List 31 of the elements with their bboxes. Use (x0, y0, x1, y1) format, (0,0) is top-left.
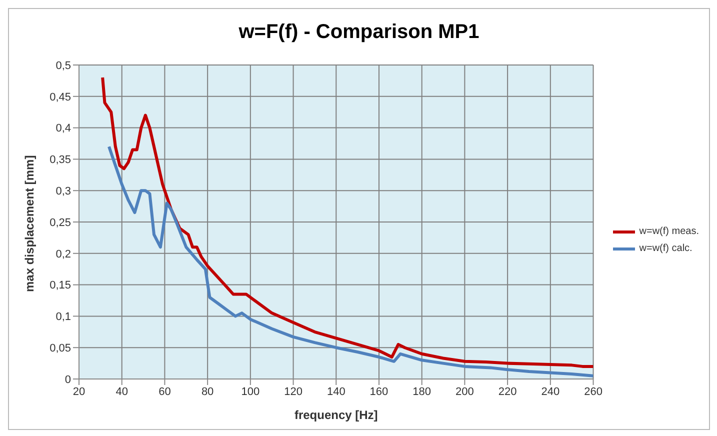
legend-label: w=w(f) meas. (639, 226, 699, 237)
x-tick-label: 100 (241, 386, 260, 398)
y-tick-label: 0,15 (50, 280, 71, 292)
y-tick-label: 0 (64, 374, 71, 386)
x-tick-label: 220 (498, 386, 517, 398)
y-tick-label: 0,1 (56, 311, 71, 324)
y-axis-title: max displacement [mm] (22, 155, 36, 292)
x-tick-label: 80 (201, 386, 214, 398)
legend-label: w=w(f) calc. (639, 243, 692, 254)
chart-title: w=F(f) - Comparison MP1 (238, 20, 480, 45)
y-tick-label: 0,3 (56, 186, 71, 198)
y-tick-label: 0,4 (56, 122, 71, 135)
x-tick-label: 160 (370, 386, 388, 398)
y-tick-label: 0,35 (50, 154, 71, 166)
x-tick-label: 20 (72, 386, 86, 398)
y-tick-label: 0,25 (50, 216, 71, 229)
line-series (108, 145, 594, 378)
y-tick-label: 0,2 (56, 248, 71, 260)
line-series (101, 76, 594, 368)
x-tick-label: 200 (456, 386, 474, 398)
y-tick-label: 0,5 (56, 60, 71, 72)
x-tick-label: 180 (412, 386, 432, 398)
x-axis-title: frequency [Hz] (294, 408, 378, 422)
x-tick-label: 60 (158, 386, 171, 398)
x-tick-label: 120 (284, 386, 302, 398)
x-tick-label: 240 (541, 386, 560, 398)
x-tick-label: 260 (584, 386, 602, 398)
x-tick-label: 40 (116, 386, 128, 398)
y-tick-label: 0,05 (50, 342, 71, 355)
x-tick-label: 140 (326, 386, 346, 398)
y-tick-label: 0,45 (50, 91, 71, 104)
